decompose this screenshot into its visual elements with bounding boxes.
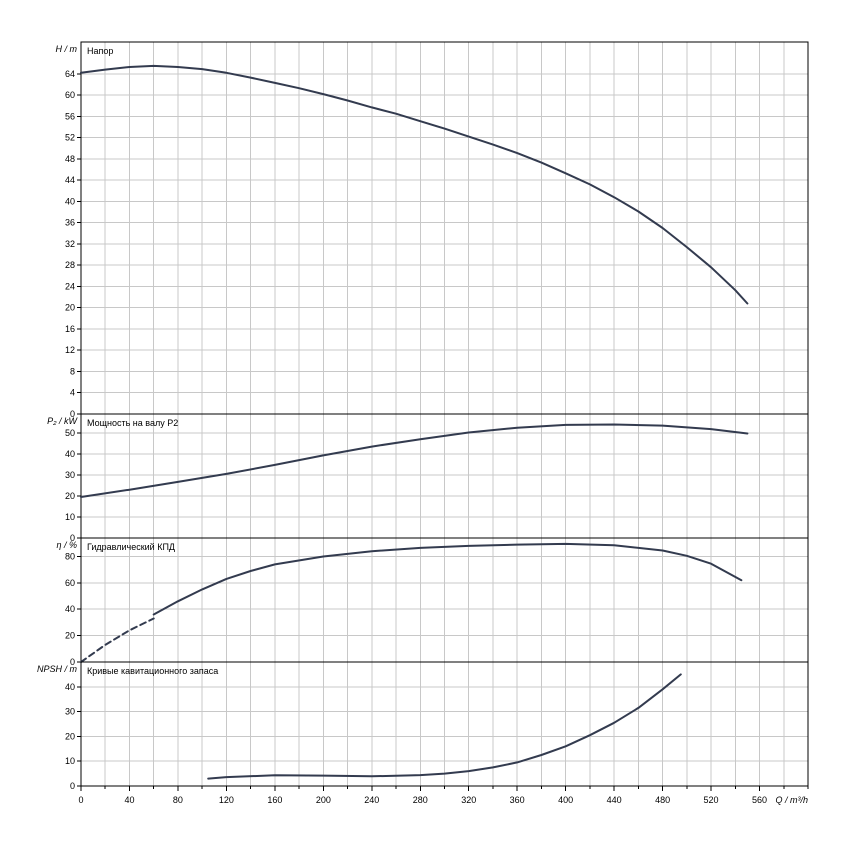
x-tick-label: 520 [704,795,719,805]
x-tick-label: 440 [607,795,622,805]
y-axis-label: H / m [56,44,78,54]
panel-title: Гидравлический КПД [87,542,175,552]
x-tick-label: 240 [364,795,379,805]
y-tick-label: 24 [65,281,75,291]
y-tick-label: 30 [65,470,75,480]
x-axis-label: Q / m³/h [775,795,808,805]
y-tick-label: 36 [65,218,75,228]
y-tick-label: 28 [65,260,75,270]
y-tick-label: 40 [65,682,75,692]
x-tick-label: 360 [510,795,525,805]
panel-title: Кривые кавитационного запаса [87,666,218,676]
y-tick-label: 20 [65,631,75,641]
y-axis-label: NPSH / m [37,664,78,674]
y-tick-label: 10 [65,756,75,766]
x-tick-label: 120 [219,795,234,805]
x-tick-label: 40 [124,795,134,805]
y-tick-label: 0 [70,657,75,667]
y-tick-label: 60 [65,578,75,588]
y-tick-label: 20 [65,491,75,501]
y-tick-label: 0 [70,533,75,543]
y-tick-label: 80 [65,551,75,561]
panel-title: Мощность на валу P2 [87,418,178,428]
x-tick-label: 280 [413,795,428,805]
x-tick-label: 320 [461,795,476,805]
x-axis: 0 40 80 120 160 200 240 280 320 360 400 440 480 520 56… [78,786,809,805]
curve-efficiency-dashed [80,617,155,663]
panel-title: Напор [87,46,113,56]
y-tick-label: 30 [65,707,75,717]
y-tick-label: 64 [65,69,75,79]
y-tick-label: 10 [65,512,75,522]
y-tick-label: 40 [65,449,75,459]
y-tick-label: 16 [65,324,75,334]
x-tick-label: 200 [316,795,331,805]
curve-efficiency [152,542,743,616]
x-tick-label: 0 [78,795,83,805]
y-axis-label: η / % [56,540,77,550]
x-tick-label: 400 [558,795,573,805]
y-tick-label: 48 [65,154,75,164]
y-tick-label: 12 [65,345,75,355]
y-tick-label: 56 [65,111,75,121]
y-tick-label: 40 [65,196,75,206]
y-tick-label: 4 [70,388,75,398]
x-tick-label: 480 [655,795,670,805]
curve-npsh [207,673,682,780]
curve-head [80,64,749,305]
panel-efficiency: 0 20 40 60 80η / % Гидравлический КПД [56,537,809,667]
y-tick-label: 0 [70,409,75,419]
y-tick-label: 32 [65,239,75,249]
y-tick-label: 50 [65,428,75,438]
panel-npsh: 0 10 20 30 40 NPSH / m Кривые кавитационного з… [37,661,809,791]
y-tick-label: 52 [65,133,75,143]
y-tick-label: 40 [65,604,75,614]
y-tick-label: 8 [70,366,75,376]
y-axis-label: P₂ / kW [47,416,78,426]
y-tick-label: 44 [65,175,75,185]
y-tick-label: 20 [65,731,75,741]
x-tick-label: 560 [752,795,767,805]
curve-power [80,423,749,498]
x-tick-label: 160 [267,795,282,805]
x-tick-label: 80 [173,795,183,805]
y-tick-label: 60 [65,90,75,100]
y-tick-label: 20 [65,303,75,313]
panel-power: 0 10 20 30 40 50 P₂ / kW Мощность на валу P2 [47,413,809,543]
y-tick-label: 0 [70,781,75,791]
